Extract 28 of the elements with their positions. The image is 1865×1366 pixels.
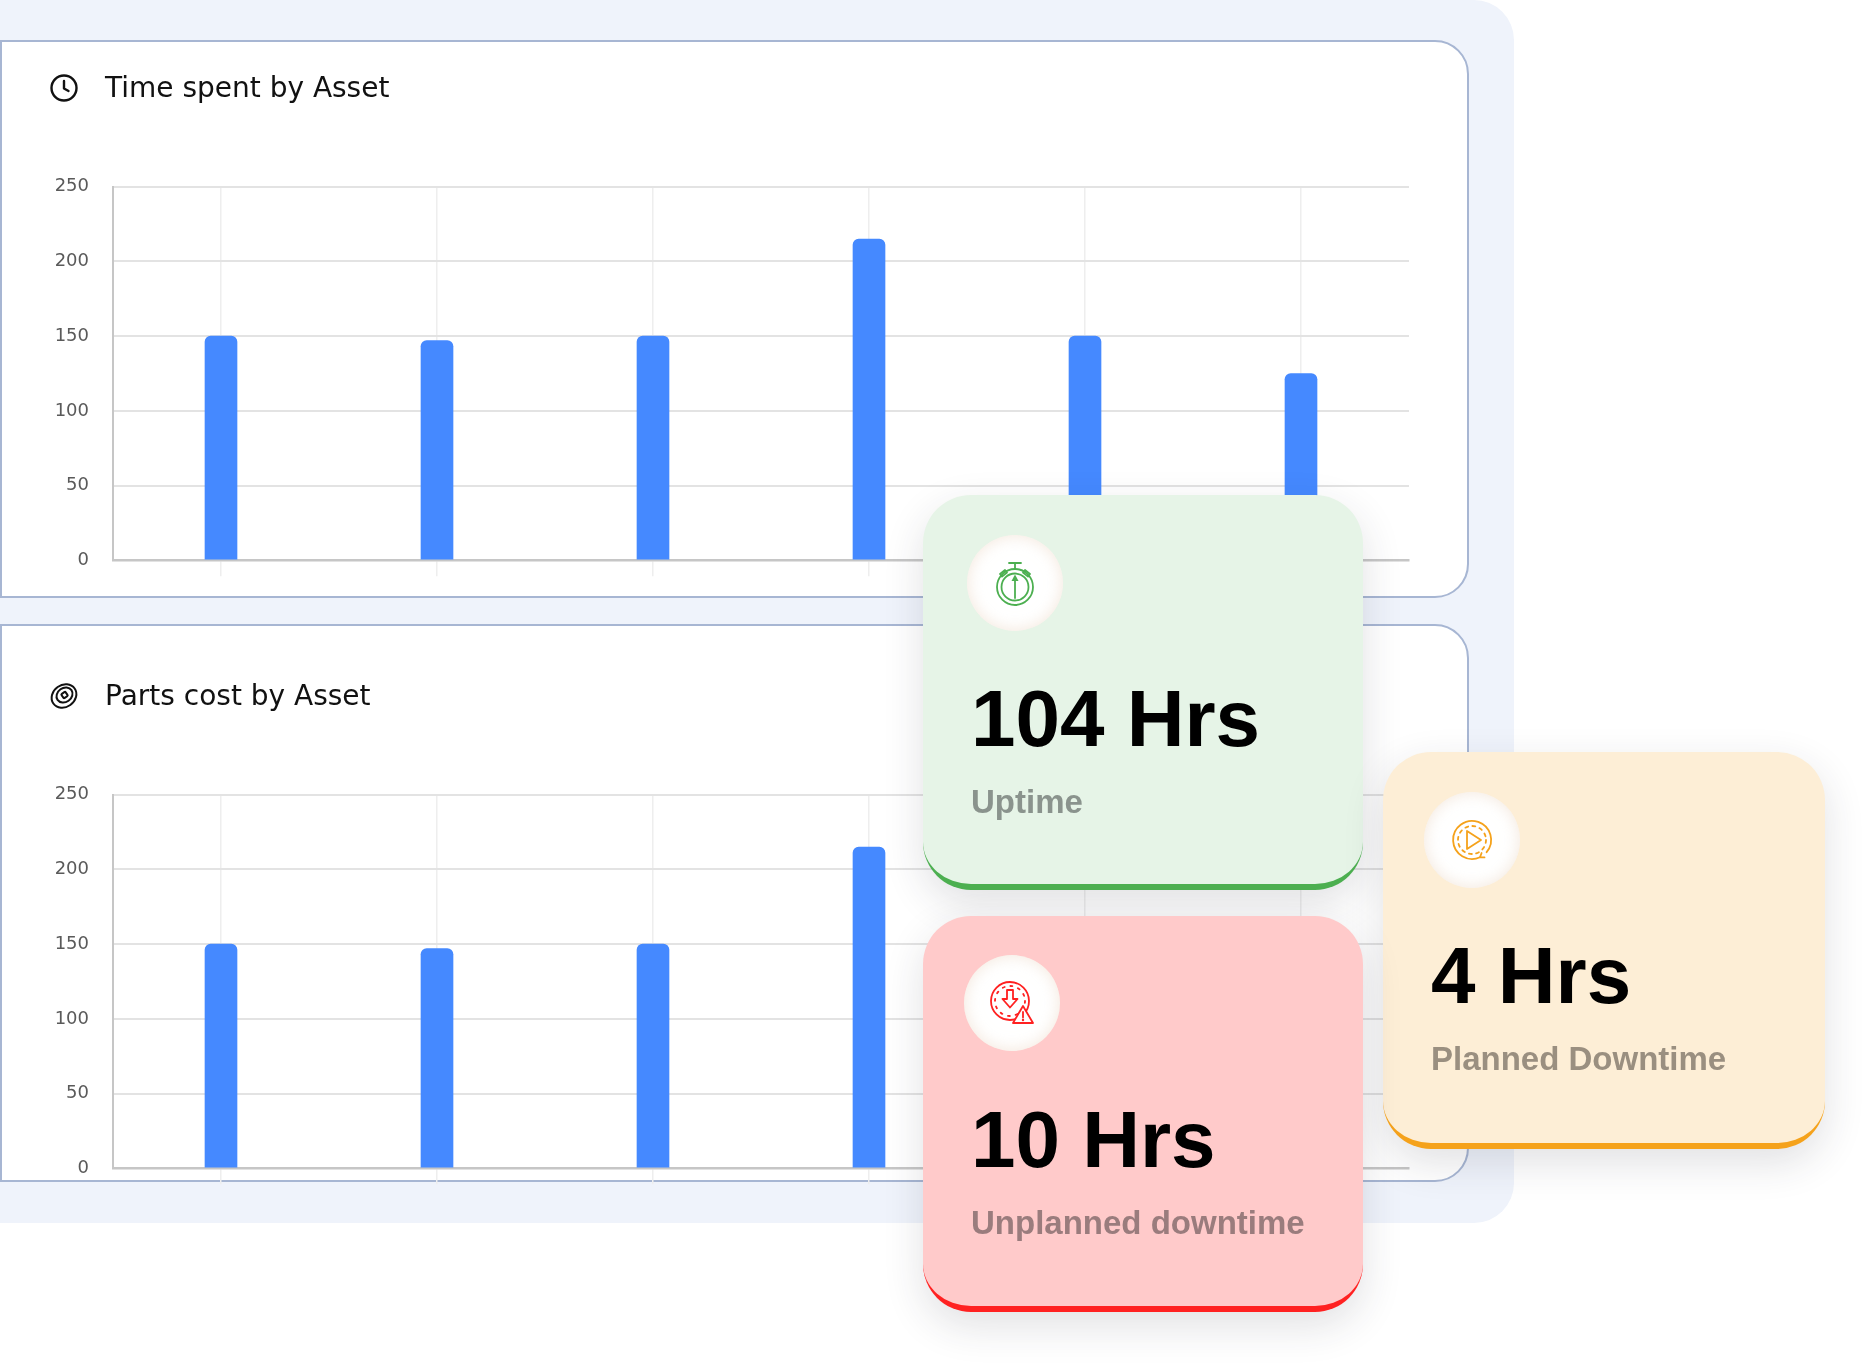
bar [420, 340, 454, 560]
bar [852, 238, 886, 560]
chart-title: Parts cost by Asset [105, 678, 371, 714]
chart-title: Time spent by Asset [105, 70, 390, 106]
bar [852, 846, 886, 1168]
y-tick-label: 100 [54, 398, 89, 420]
y-tick-label: 200 [54, 249, 89, 271]
bar [636, 335, 670, 560]
y-tick-label: 0 [77, 547, 89, 569]
y-tick-label: 0 [77, 1155, 89, 1177]
y-tick-label: 50 [66, 1081, 89, 1103]
text: Planned Downtime [1431, 1039, 1727, 1079]
bar [420, 948, 454, 1168]
text: 4 Hrs [1431, 931, 1632, 1020]
bar [636, 943, 670, 1168]
text: 10 Hrs [971, 1095, 1216, 1184]
y-tick-label: 250 [54, 174, 89, 196]
text: Uptime [971, 782, 1083, 822]
y-tick-label: 100 [54, 1006, 89, 1028]
y-tick-label: 150 [54, 931, 89, 953]
y-tick-label: 50 [66, 473, 89, 495]
bar [204, 943, 238, 1168]
y-tick-label: 150 [54, 323, 89, 345]
bar [204, 335, 238, 560]
y-tick-label: 200 [54, 857, 89, 879]
text: 104 Hrs [971, 674, 1261, 763]
text: Unplanned downtime [971, 1203, 1305, 1243]
y-tick-label: 250 [54, 782, 89, 804]
